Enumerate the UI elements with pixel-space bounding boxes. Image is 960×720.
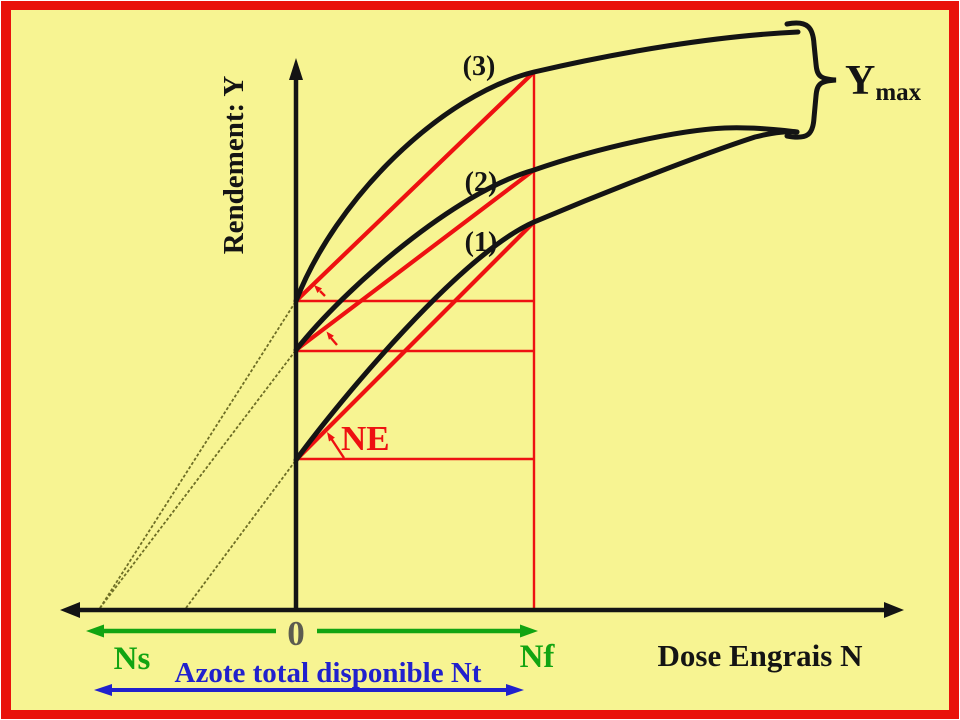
yield-curve-3 [293,29,801,304]
y-axis-arrowhead [289,58,303,80]
soil-fertilizer-range: 0 Ns Nf [86,614,555,677]
x-axis-label: Dose Engrais N [658,638,863,673]
nt-label: Azote total disponible Nt [175,657,482,689]
reference-lines [296,71,536,608]
curve-label-1: (1) [465,227,498,258]
secant-lines [293,69,537,463]
ne-arrow-line [330,438,346,459]
origin-label: 0 [287,614,305,653]
ymax-label: Ymax [845,58,922,106]
curve-label-3: (3) [463,51,496,82]
total-n-range: Azote total disponible Nt [94,657,524,696]
x-axis-arrowhead-right [884,602,904,618]
ns-arrow-head [86,624,104,638]
ymax-subscript: max [875,79,921,106]
ns-label: Ns [114,641,151,677]
axes [60,58,904,618]
nt-arrow-head-left [94,684,112,696]
soil-n-extrapolation-line-3 [99,300,297,609]
angle-arrows [314,285,346,459]
soil-n-extrapolation-line-2 [99,349,297,609]
x-axis-arrowhead-left [60,602,80,618]
secant-line-2 [293,167,537,353]
angle-arrow-2-line [330,337,338,346]
nf-label: Nf [520,639,556,675]
ne-label: NE [341,419,390,458]
angle-arrow-3-line [319,290,326,297]
yield-curves [293,29,801,463]
ne-arrow-head [327,432,335,442]
angle-arrow-3-head [314,285,322,293]
yield-curve-1 [293,129,800,463]
soil-n-extrapolation-line-1 [185,459,297,609]
figure-background [11,10,949,710]
nt-arrow-head-right [506,684,524,696]
ymax-brace [784,20,837,140]
y-axis-label: Rendement: Y [218,76,250,255]
yield-curve-2 [293,125,800,353]
secant-line-3 [293,69,537,304]
nf-arrow-head [520,624,538,638]
curve-label-2: (2) [465,167,498,198]
secant-line-1 [293,219,537,463]
ymax-base: Y [845,58,875,104]
angle-arrow-2-head [326,331,334,340]
soil-n-extrapolation-lines [99,300,297,609]
